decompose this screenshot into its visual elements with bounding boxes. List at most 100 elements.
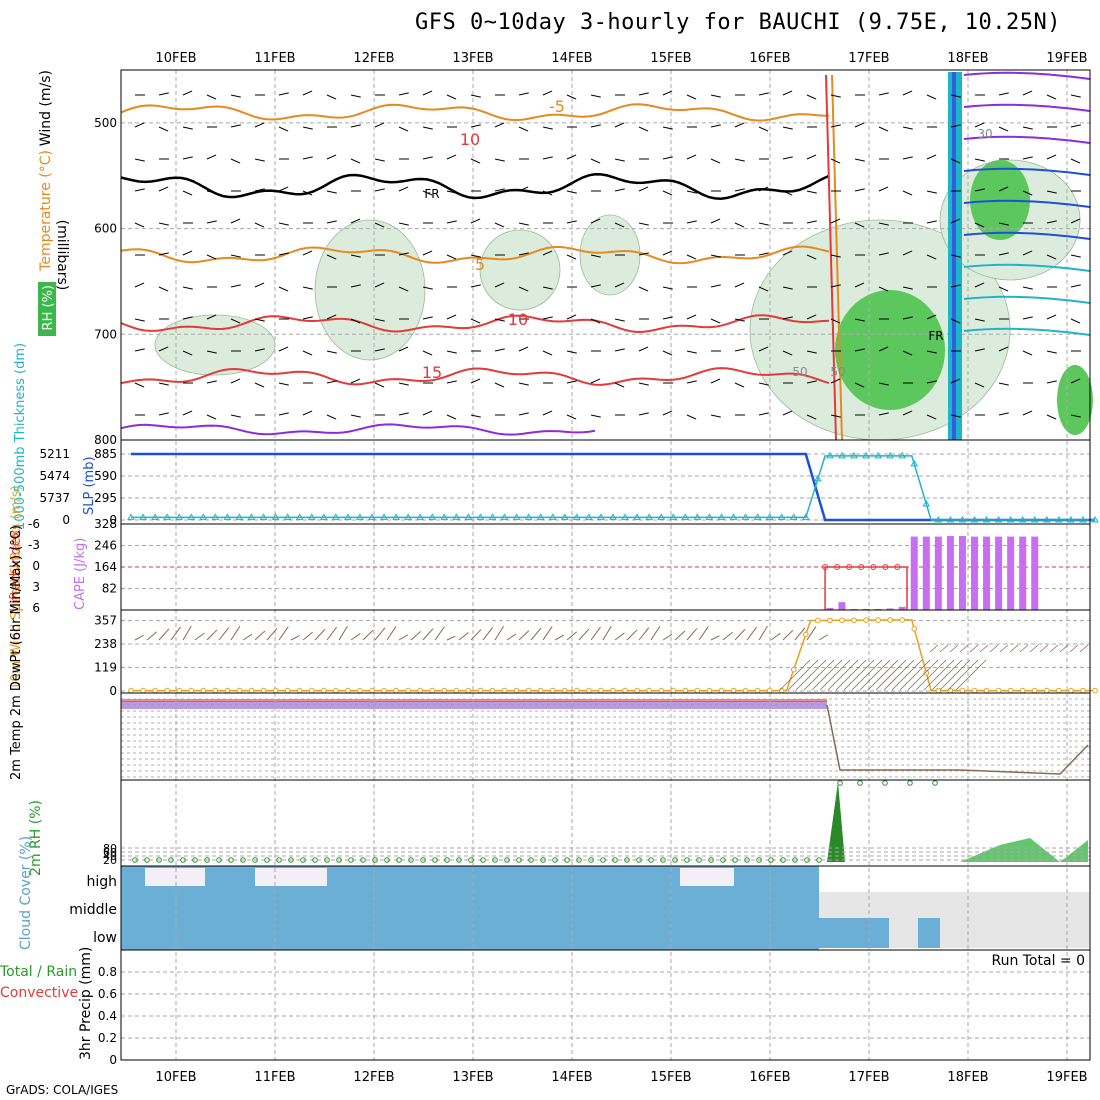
wind-barb bbox=[734, 158, 745, 162]
wind-barb bbox=[158, 186, 169, 192]
wind-barb bbox=[710, 284, 721, 288]
cape-tick-label: 164 bbox=[94, 560, 117, 574]
thickness-marker bbox=[777, 513, 786, 520]
contour-label: 5 bbox=[475, 255, 485, 274]
thickness-marker bbox=[307, 513, 316, 520]
bottom-date-tick: 11FEB bbox=[254, 1070, 295, 1085]
thickness-marker bbox=[392, 513, 400, 520]
wind-barb-10m bbox=[1069, 644, 1079, 653]
wind-barb bbox=[206, 350, 217, 354]
wind-barb bbox=[230, 218, 241, 224]
wind-barb bbox=[638, 92, 649, 96]
wind-barb-10m bbox=[626, 629, 638, 641]
wind-speed-marker bbox=[248, 687, 255, 694]
thickness-marker bbox=[609, 513, 617, 520]
wind-barb bbox=[974, 318, 985, 322]
wind-barb bbox=[494, 282, 505, 288]
wind-barb bbox=[350, 124, 361, 128]
wind-barb bbox=[422, 316, 433, 320]
contour-label: FR bbox=[928, 329, 943, 343]
thickness-line bbox=[131, 455, 1095, 521]
rh-marker bbox=[336, 857, 342, 863]
wind-barb-10m bbox=[506, 633, 517, 641]
wind-barb bbox=[902, 250, 913, 256]
wind-barb bbox=[782, 286, 793, 290]
wind-barb bbox=[134, 282, 145, 288]
precip-tick-label: 0.6 bbox=[98, 987, 117, 1001]
wind-barb bbox=[1070, 218, 1081, 224]
wind-barb bbox=[974, 188, 985, 192]
lifted-index-tick-label: -3 bbox=[28, 538, 40, 552]
wind-barb bbox=[974, 282, 985, 288]
wind-barb bbox=[566, 380, 577, 384]
wind-barb-10m bbox=[638, 627, 650, 641]
wind-barb bbox=[326, 350, 337, 354]
wind-barb bbox=[638, 126, 649, 132]
wind-barb bbox=[230, 94, 241, 98]
thickness-marker bbox=[729, 513, 738, 520]
wind-barb bbox=[686, 314, 697, 320]
wind-speed-marker bbox=[224, 687, 231, 694]
wind-barb bbox=[758, 382, 769, 386]
wind-barb bbox=[1070, 158, 1081, 164]
slp-axis-label: SLP (mb) bbox=[82, 456, 97, 515]
wind-barb bbox=[1046, 190, 1057, 194]
wind-barb bbox=[926, 94, 937, 100]
wind-barb bbox=[830, 124, 841, 128]
wind-barb bbox=[974, 122, 985, 128]
rh-marker bbox=[516, 857, 522, 863]
thickness-marker bbox=[187, 513, 196, 520]
rh-marker bbox=[468, 857, 474, 863]
bottom-date-tick: 13FEB bbox=[452, 1070, 493, 1085]
wind-barb bbox=[422, 156, 433, 160]
wind-barb bbox=[830, 254, 841, 258]
wind-barb bbox=[470, 284, 481, 288]
wind-barb bbox=[542, 250, 553, 256]
wind-barb bbox=[950, 254, 961, 258]
wind-barb bbox=[902, 410, 913, 416]
thickness-marker bbox=[271, 513, 280, 520]
wind-barb bbox=[998, 186, 1009, 192]
wind-barb bbox=[806, 94, 817, 100]
wind-barb bbox=[230, 318, 241, 324]
wind-speed-marker bbox=[381, 687, 387, 694]
wind-barb bbox=[230, 124, 241, 128]
bottom-date-tick: 16FEB bbox=[749, 1070, 790, 1085]
wind-barb bbox=[734, 222, 745, 228]
contour-label: -5 bbox=[549, 97, 565, 116]
thickness-marker bbox=[500, 513, 509, 520]
thickness-marker bbox=[1006, 516, 1015, 523]
thickness-marker bbox=[1054, 516, 1063, 523]
series-lines bbox=[120, 71, 1095, 775]
wind-barb bbox=[686, 94, 697, 100]
rh-marker bbox=[324, 857, 330, 863]
wind-speed-marker bbox=[321, 687, 327, 694]
wind-barb bbox=[278, 286, 289, 292]
wind-barb-10m bbox=[1079, 644, 1089, 653]
wind-barb bbox=[446, 220, 457, 224]
wind-barb-10m bbox=[182, 625, 192, 641]
rh-marker bbox=[132, 857, 138, 863]
thickness-marker bbox=[572, 513, 581, 520]
wind-barb bbox=[830, 378, 841, 384]
pressure-tick-label: 700 bbox=[94, 327, 117, 341]
wind-barb bbox=[926, 314, 937, 320]
isotherm-5 bbox=[120, 245, 830, 265]
wind-barb-10m bbox=[542, 626, 553, 641]
front-line bbox=[831, 74, 843, 441]
credit-text: GrADS: COLA/IGES bbox=[6, 1083, 119, 1097]
wind-barb bbox=[854, 222, 865, 228]
wind-barb bbox=[446, 380, 457, 384]
pressure-tick-label: 500 bbox=[94, 116, 117, 130]
wind-barb-10m bbox=[698, 626, 709, 641]
rh-marker bbox=[907, 780, 913, 786]
thickness-marker bbox=[982, 516, 991, 523]
wind-barb bbox=[974, 382, 985, 388]
rh-area bbox=[121, 782, 845, 862]
wind-speed-marker bbox=[176, 687, 182, 694]
wind-barb bbox=[878, 186, 889, 192]
wind-barb bbox=[878, 412, 889, 416]
wind-barb bbox=[734, 188, 745, 192]
wind-barb-10m bbox=[530, 627, 542, 641]
